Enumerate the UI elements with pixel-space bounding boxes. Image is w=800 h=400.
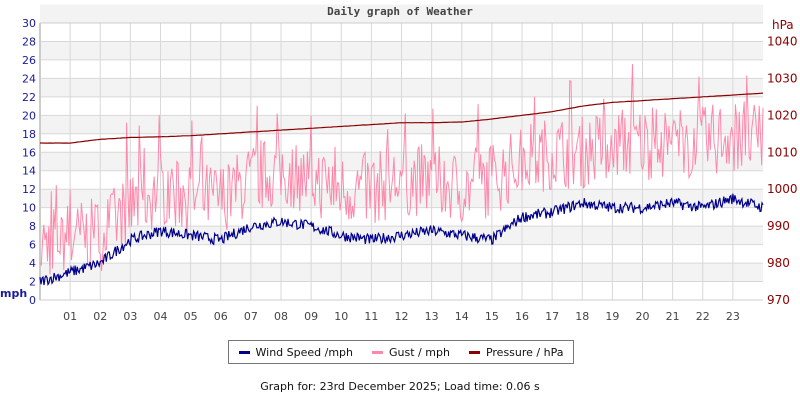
- x-tick-label: 23: [726, 310, 740, 323]
- y-left-tick-label: 4: [29, 257, 36, 270]
- y-right-tick-label: 990: [767, 219, 790, 233]
- x-tick-label: 03: [123, 310, 137, 323]
- x-tick-label: 04: [154, 310, 168, 323]
- legend-label: Pressure / hPa: [485, 345, 564, 359]
- x-tick-label: 08: [274, 310, 288, 323]
- y-left-tick-label: 18: [22, 128, 36, 141]
- x-tick-label: 07: [244, 310, 258, 323]
- x-tick-label: 01: [63, 310, 77, 323]
- gust-swatch: [372, 350, 384, 354]
- x-tick-label: 19: [605, 310, 619, 323]
- y-right-tick-label: 1000: [767, 182, 798, 196]
- series-line-pressure: [40, 92, 764, 144]
- footer-text: Graph for: 23rd December 2025; Load time…: [260, 380, 540, 393]
- y-left-tick-label: 30: [22, 17, 36, 30]
- y-left-tick-label: 8: [29, 220, 36, 233]
- legend-item-wind: Wind Speed /mph: [238, 345, 354, 359]
- wind-swatch: [238, 350, 250, 354]
- legend: Wind Speed /mph Gust / mph Pressure / hP…: [228, 340, 574, 364]
- x-tick-label: 13: [425, 310, 439, 323]
- legend-label: Wind Speed /mph: [255, 345, 354, 359]
- y-left-tick-label: 6: [29, 239, 36, 252]
- y-left-tick-label: 28: [22, 35, 36, 48]
- x-tick-label: 16: [515, 310, 529, 323]
- y-left-tick-label: 0: [29, 294, 36, 307]
- x-tick-label: 22: [696, 310, 710, 323]
- legend-item-pressure: Pressure / hPa: [468, 345, 564, 359]
- legend-item-gust: Gust / mph: [372, 346, 450, 359]
- chart-svg: 0246810121416182022242628309709809901000…: [0, 4, 798, 323]
- y-left-tick-label: 26: [22, 54, 36, 67]
- y-right-axis-label: hPa: [772, 18, 794, 32]
- x-tick-label: 20: [636, 310, 650, 323]
- y-left-tick-label: 20: [22, 109, 36, 122]
- x-tick-label: 10: [334, 310, 348, 323]
- y-right-tick-label: 1040: [767, 34, 798, 48]
- x-tick-label: 09: [304, 310, 318, 323]
- x-tick-label: 14: [455, 310, 469, 323]
- x-tick-label: 15: [485, 310, 499, 323]
- y-right-tick-label: 980: [767, 256, 790, 270]
- series-line-wind: [39, 193, 764, 287]
- y-left-tick-label: 2: [29, 276, 36, 289]
- x-tick-label: 05: [184, 310, 198, 323]
- y-left-tick-label: 16: [22, 146, 36, 159]
- series-line-gust: [39, 64, 764, 275]
- y-right-tick-label: 1020: [767, 108, 798, 122]
- grid-band: [40, 4, 763, 24]
- y-left-tick-label: 14: [22, 165, 36, 178]
- y-left-axis-label: mph: [0, 287, 27, 300]
- legend-label: Gust / mph: [389, 345, 450, 359]
- y-left-tick-label: 10: [22, 202, 36, 215]
- y-left-tick-label: 12: [22, 183, 36, 196]
- x-tick-label: 11: [364, 310, 378, 323]
- x-tick-label: 12: [395, 310, 409, 323]
- x-tick-label: 18: [575, 310, 589, 323]
- y-right-tick-label: 1030: [767, 71, 798, 85]
- y-left-tick-label: 22: [22, 91, 36, 104]
- x-tick-label: 06: [214, 310, 228, 323]
- y-right-tick-label: 1010: [767, 145, 798, 159]
- x-tick-label: 17: [545, 310, 559, 323]
- x-tick-label: 02: [93, 310, 107, 323]
- x-tick-label: 21: [666, 310, 680, 323]
- pressure-swatch: [468, 350, 480, 354]
- chart-title: Daily graph of Weather: [327, 5, 473, 18]
- y-right-tick-label: 970: [767, 293, 790, 307]
- y-left-tick-label: 24: [22, 72, 36, 85]
